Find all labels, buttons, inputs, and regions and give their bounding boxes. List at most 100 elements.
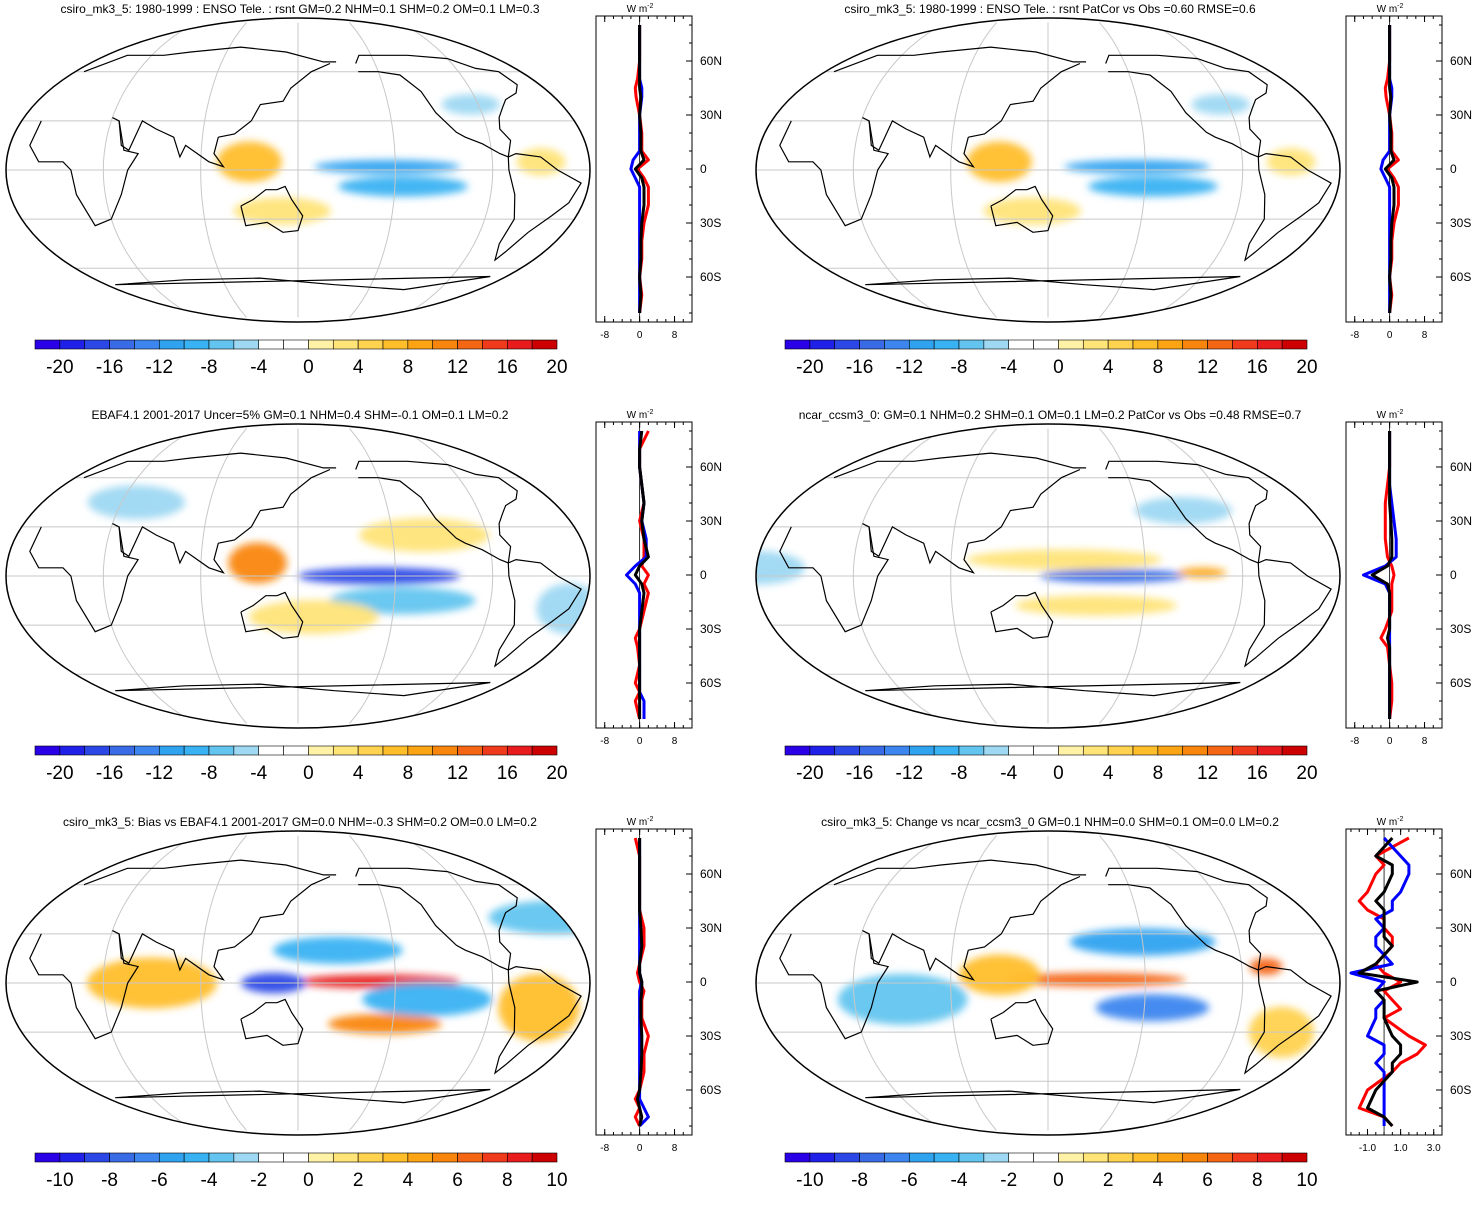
colorbar-swatch [1107, 339, 1134, 350]
colorbar-swatch [1107, 745, 1134, 756]
anomaly-region [837, 974, 968, 1025]
value-tick-label: -8 [1350, 736, 1359, 747]
colorbar-label: 6 [1202, 1170, 1213, 1191]
colorbar-swatch [432, 745, 458, 756]
lat-tick-label: 30S [700, 216, 721, 230]
lat-tick-label: 60N [700, 54, 722, 68]
colorbar-swatch [109, 745, 135, 756]
colorbar-swatch [1058, 1152, 1084, 1163]
colorbar-swatch [1281, 1152, 1308, 1163]
map-outline [5, 830, 591, 1136]
colorbar-label: 12 [1197, 763, 1218, 784]
colorbar-label: 16 [497, 763, 518, 784]
lat-tick-label: 60N [700, 460, 722, 474]
colorbar-label: 0 [303, 763, 314, 784]
coastlines [779, 46, 1332, 291]
colorbar-swatch [482, 1152, 508, 1163]
colorbar-swatch [1232, 339, 1258, 350]
anomaly-region [1064, 159, 1211, 174]
series-line-black [1383, 25, 1396, 314]
colorbar-label: 10 [546, 1170, 567, 1191]
colorbar-swatch [809, 339, 836, 350]
colorbar-swatch [84, 745, 110, 756]
map [6, 831, 590, 1135]
colorbar-swatch [1132, 339, 1159, 350]
lat-tick-label: 0 [700, 568, 707, 582]
coastlines [779, 859, 1332, 1104]
colorbar-swatch [258, 339, 284, 350]
colorbar-swatch [1157, 745, 1184, 756]
colorbar-label: 16 [1247, 763, 1268, 784]
colorbar-swatch [1132, 1152, 1159, 1163]
colorbar-swatch [1008, 339, 1034, 350]
colorbar-label: -20 [796, 357, 823, 378]
lat-tick-label: 60N [1450, 54, 1472, 68]
lat-tick-label: 0 [1450, 975, 1457, 989]
colorbar-swatch [158, 1152, 185, 1163]
lat-tick-label: 0 [700, 975, 707, 989]
colorbar-swatch [506, 1152, 533, 1163]
colorbar-swatch [1008, 1152, 1034, 1163]
anomaly-region [1134, 496, 1232, 524]
colorbar-swatch [908, 745, 935, 756]
colorbar-swatch [59, 1152, 86, 1163]
colorbar-swatch [809, 745, 836, 756]
value-tick-label: 0 [637, 330, 643, 341]
units-label: W m-2 [627, 409, 654, 421]
colorbar-label: -16 [96, 357, 123, 378]
colorbar-label: 0 [303, 357, 314, 378]
colorbar-label: 10 [1296, 1170, 1317, 1191]
colorbar-swatch [457, 745, 483, 756]
lat-tick-label: 30S [1450, 1029, 1471, 1043]
lat-tick-label: 0 [1450, 162, 1457, 176]
value-tick-label: 8 [672, 736, 678, 747]
colorbar-swatch [59, 339, 86, 350]
anomaly-region [516, 148, 566, 176]
map [6, 424, 590, 728]
map-outline [755, 830, 1341, 1136]
lat-tick-label: 60S [1450, 270, 1471, 284]
panel-p2: csiro_mk3_5: 1980-1999 : ENSO Tele. : rs… [750, 0, 1483, 400]
series-line-black [1357, 836, 1419, 1128]
value-tick-label: -8 [600, 736, 609, 747]
panel-p5: csiro_mk3_5: Bias vs EBAF4.1 2001-2017 G… [0, 813, 733, 1213]
units-label: W m-2 [1377, 3, 1404, 15]
value-tick-label: -8 [600, 1143, 609, 1154]
colorbar-swatch [958, 339, 985, 350]
anomaly-region [233, 197, 331, 225]
colorbar-swatch [859, 745, 885, 756]
colorbar-label: 4 [403, 1170, 414, 1191]
colorbar-swatch [34, 1152, 61, 1163]
colorbar-swatch [884, 339, 910, 350]
colorbar-label: -8 [951, 357, 968, 378]
colorbar-swatch [859, 339, 885, 350]
colorbar-label: 8 [1153, 763, 1164, 784]
series-line-red [1357, 836, 1427, 1128]
colorbar-swatch [1182, 1152, 1208, 1163]
colorbar-swatch [208, 339, 235, 350]
anomaly-region [216, 141, 282, 183]
anomaly-region [327, 1013, 442, 1035]
colorbar-label: 20 [546, 357, 567, 378]
colorbar-swatch [531, 745, 558, 756]
value-tick-label: -8 [600, 330, 609, 341]
colorbar-label: -12 [896, 357, 923, 378]
colorbar-label: 12 [1197, 357, 1218, 378]
colorbar-swatch [84, 339, 110, 350]
colorbar-swatch [1082, 1152, 1109, 1163]
value-tick-label: 8 [1422, 736, 1428, 747]
anomaly-region [498, 973, 580, 1042]
anomaly-region [338, 176, 468, 197]
lat-tick-label: 30S [1450, 622, 1471, 636]
colorbar-swatch [1256, 339, 1283, 350]
value-tick-label: 0 [1387, 736, 1393, 747]
colorbar-label: -4 [1000, 763, 1017, 784]
colorbar: -10 -8 -6 -4 -2 0 2 4 6 8 10 [784, 1152, 1318, 1191]
colorbar-swatch [283, 745, 309, 756]
anomaly-region [441, 94, 500, 115]
colorbar-swatch [432, 339, 458, 350]
colorbar-swatch [834, 1152, 860, 1163]
anomaly-region [966, 549, 1162, 570]
colorbar-swatch [59, 745, 86, 756]
colorbar-label: -12 [146, 357, 173, 378]
